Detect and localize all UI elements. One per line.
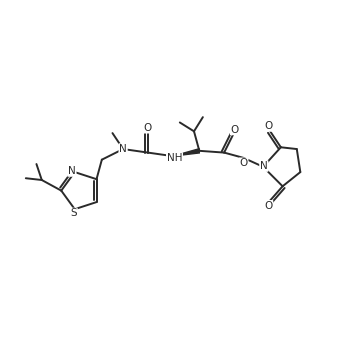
Text: N: N: [119, 144, 127, 154]
Text: N: N: [260, 161, 268, 171]
Text: NH: NH: [167, 153, 182, 163]
Text: O: O: [264, 201, 273, 211]
Text: O: O: [264, 121, 273, 131]
Text: N: N: [68, 166, 76, 176]
Text: O: O: [239, 158, 248, 168]
Text: O: O: [231, 125, 239, 135]
Text: S: S: [70, 208, 77, 219]
Text: O: O: [144, 123, 152, 133]
Polygon shape: [173, 149, 199, 156]
